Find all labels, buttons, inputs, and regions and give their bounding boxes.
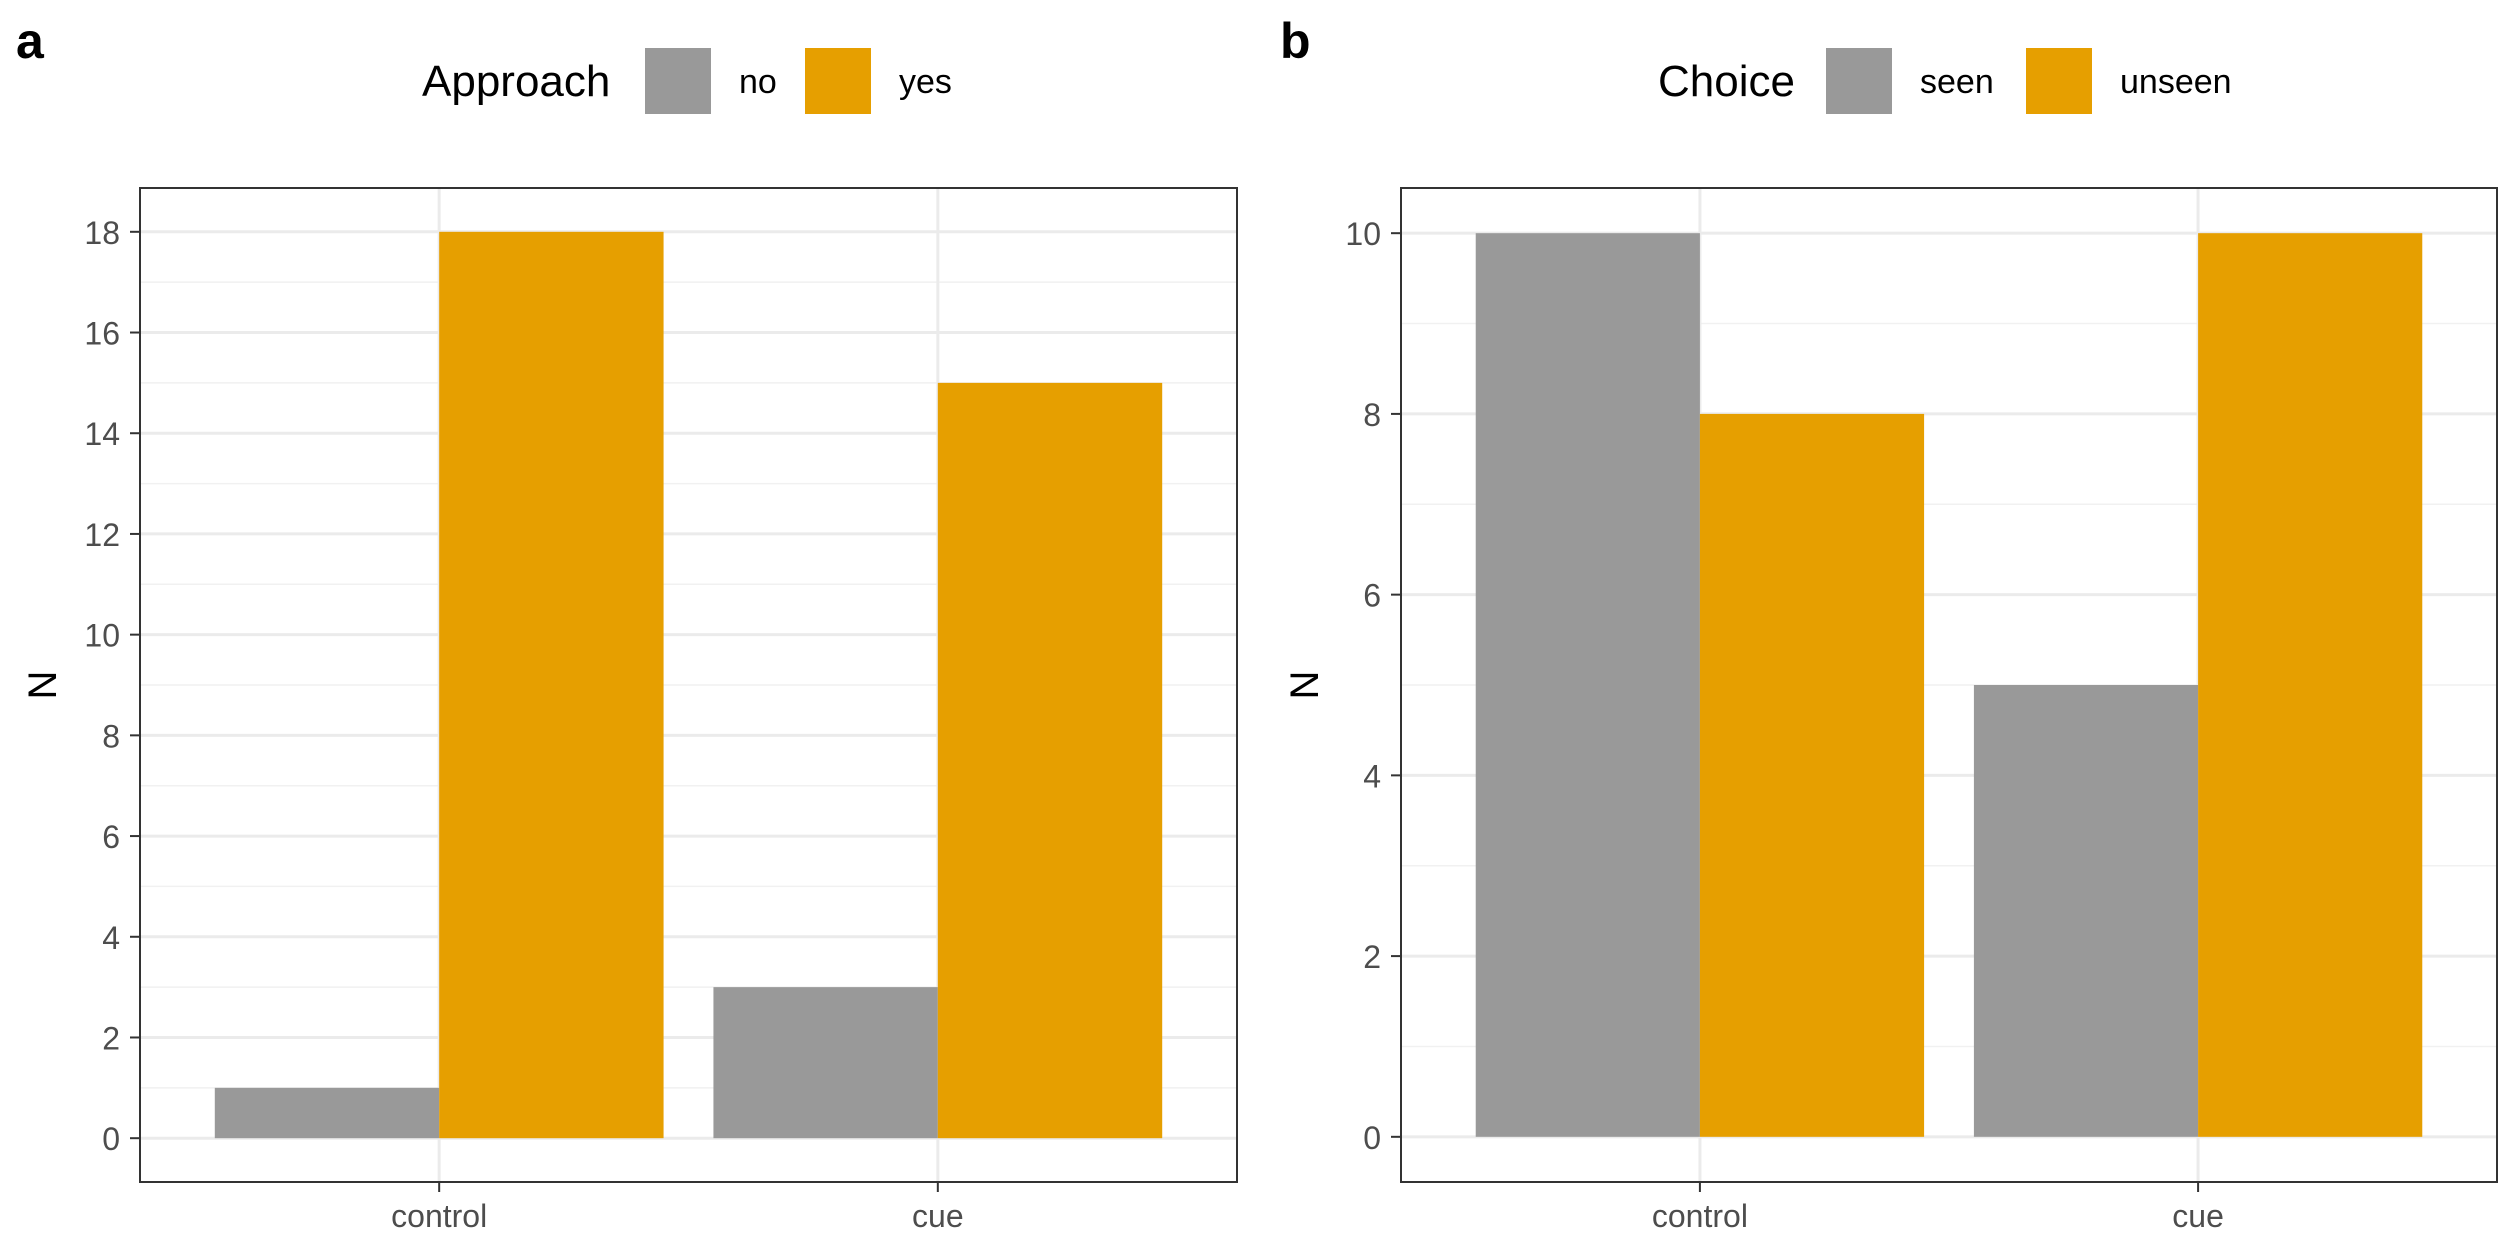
bar-yes-control <box>439 231 664 1139</box>
y-tick-label: 16 <box>84 316 120 352</box>
plot-border <box>139 187 1238 1183</box>
panel-b: b Choice seen unseen 0 2 4 6 8 10 control cue N <box>1280 13 2498 1234</box>
y-tick-label: 4 <box>102 920 120 956</box>
bar-seen-control <box>1475 233 1700 1137</box>
y-tick-label: 2 <box>102 1020 120 1056</box>
plot-border <box>1400 187 2498 1183</box>
y-tick-label: 10 <box>1345 216 1381 252</box>
panel-a-ylabel: N <box>21 671 65 700</box>
bar-yes-cue <box>937 382 1163 1139</box>
y-tick-label: 8 <box>1363 397 1381 433</box>
bar-unseen-cue <box>2198 233 2423 1137</box>
panel-a: a Approach no yes 0 2 4 6 8 10 12 14 16 18 control c… <box>16 13 1238 1234</box>
legend-label-yes: yes <box>899 63 952 101</box>
y-tick-label: 4 <box>1363 758 1381 794</box>
panel-b-legend-title: Choice <box>1658 57 1795 106</box>
y-tick-label: 12 <box>84 517 120 553</box>
x-tick-label: control <box>391 1198 487 1234</box>
legend-key-no <box>645 48 711 114</box>
legend-key-seen <box>1826 48 1892 114</box>
y-tick-label: 2 <box>1363 939 1381 975</box>
y-tick-label: 6 <box>1363 578 1381 614</box>
y-tick-label: 10 <box>84 618 120 654</box>
x-tick-label: cue <box>912 1198 964 1234</box>
x-tick-label: cue <box>2172 1198 2224 1234</box>
panel-a-plot: 0 2 4 6 8 10 12 14 16 18 control cue <box>84 187 1238 1234</box>
y-tick-label: 14 <box>84 416 120 452</box>
y-tick-label: 0 <box>102 1121 120 1157</box>
y-tick-label: 18 <box>84 215 120 251</box>
panel-a-legend-title: Approach <box>422 57 610 106</box>
panel-b-legend-items: seen unseen <box>1826 48 2232 114</box>
legend-label-unseen: unseen <box>2120 63 2232 101</box>
panel-a-legend-items: no yes <box>645 48 952 114</box>
bar-unseen-control <box>1699 413 1925 1137</box>
panel-b-tag: b <box>1280 13 1311 69</box>
legend-key-unseen <box>2026 48 2092 114</box>
panel-a-tag: a <box>16 13 45 69</box>
legend-label-no: no <box>739 63 777 101</box>
panel-b-ylabel: N <box>1283 671 1327 700</box>
legend-label-seen: seen <box>1920 63 1994 101</box>
y-tick-label: 8 <box>102 718 120 754</box>
y-tick-label: 6 <box>102 819 120 855</box>
bar-no-cue <box>713 987 938 1139</box>
legend-key-yes <box>805 48 871 114</box>
x-tick-label: control <box>1652 1198 1748 1234</box>
y-tick-label: 0 <box>1363 1120 1381 1156</box>
bar-no-control <box>214 1087 440 1139</box>
bar-seen-cue <box>1973 685 2199 1137</box>
panel-b-plot: 0 2 4 6 8 10 control cue <box>1345 187 2498 1234</box>
